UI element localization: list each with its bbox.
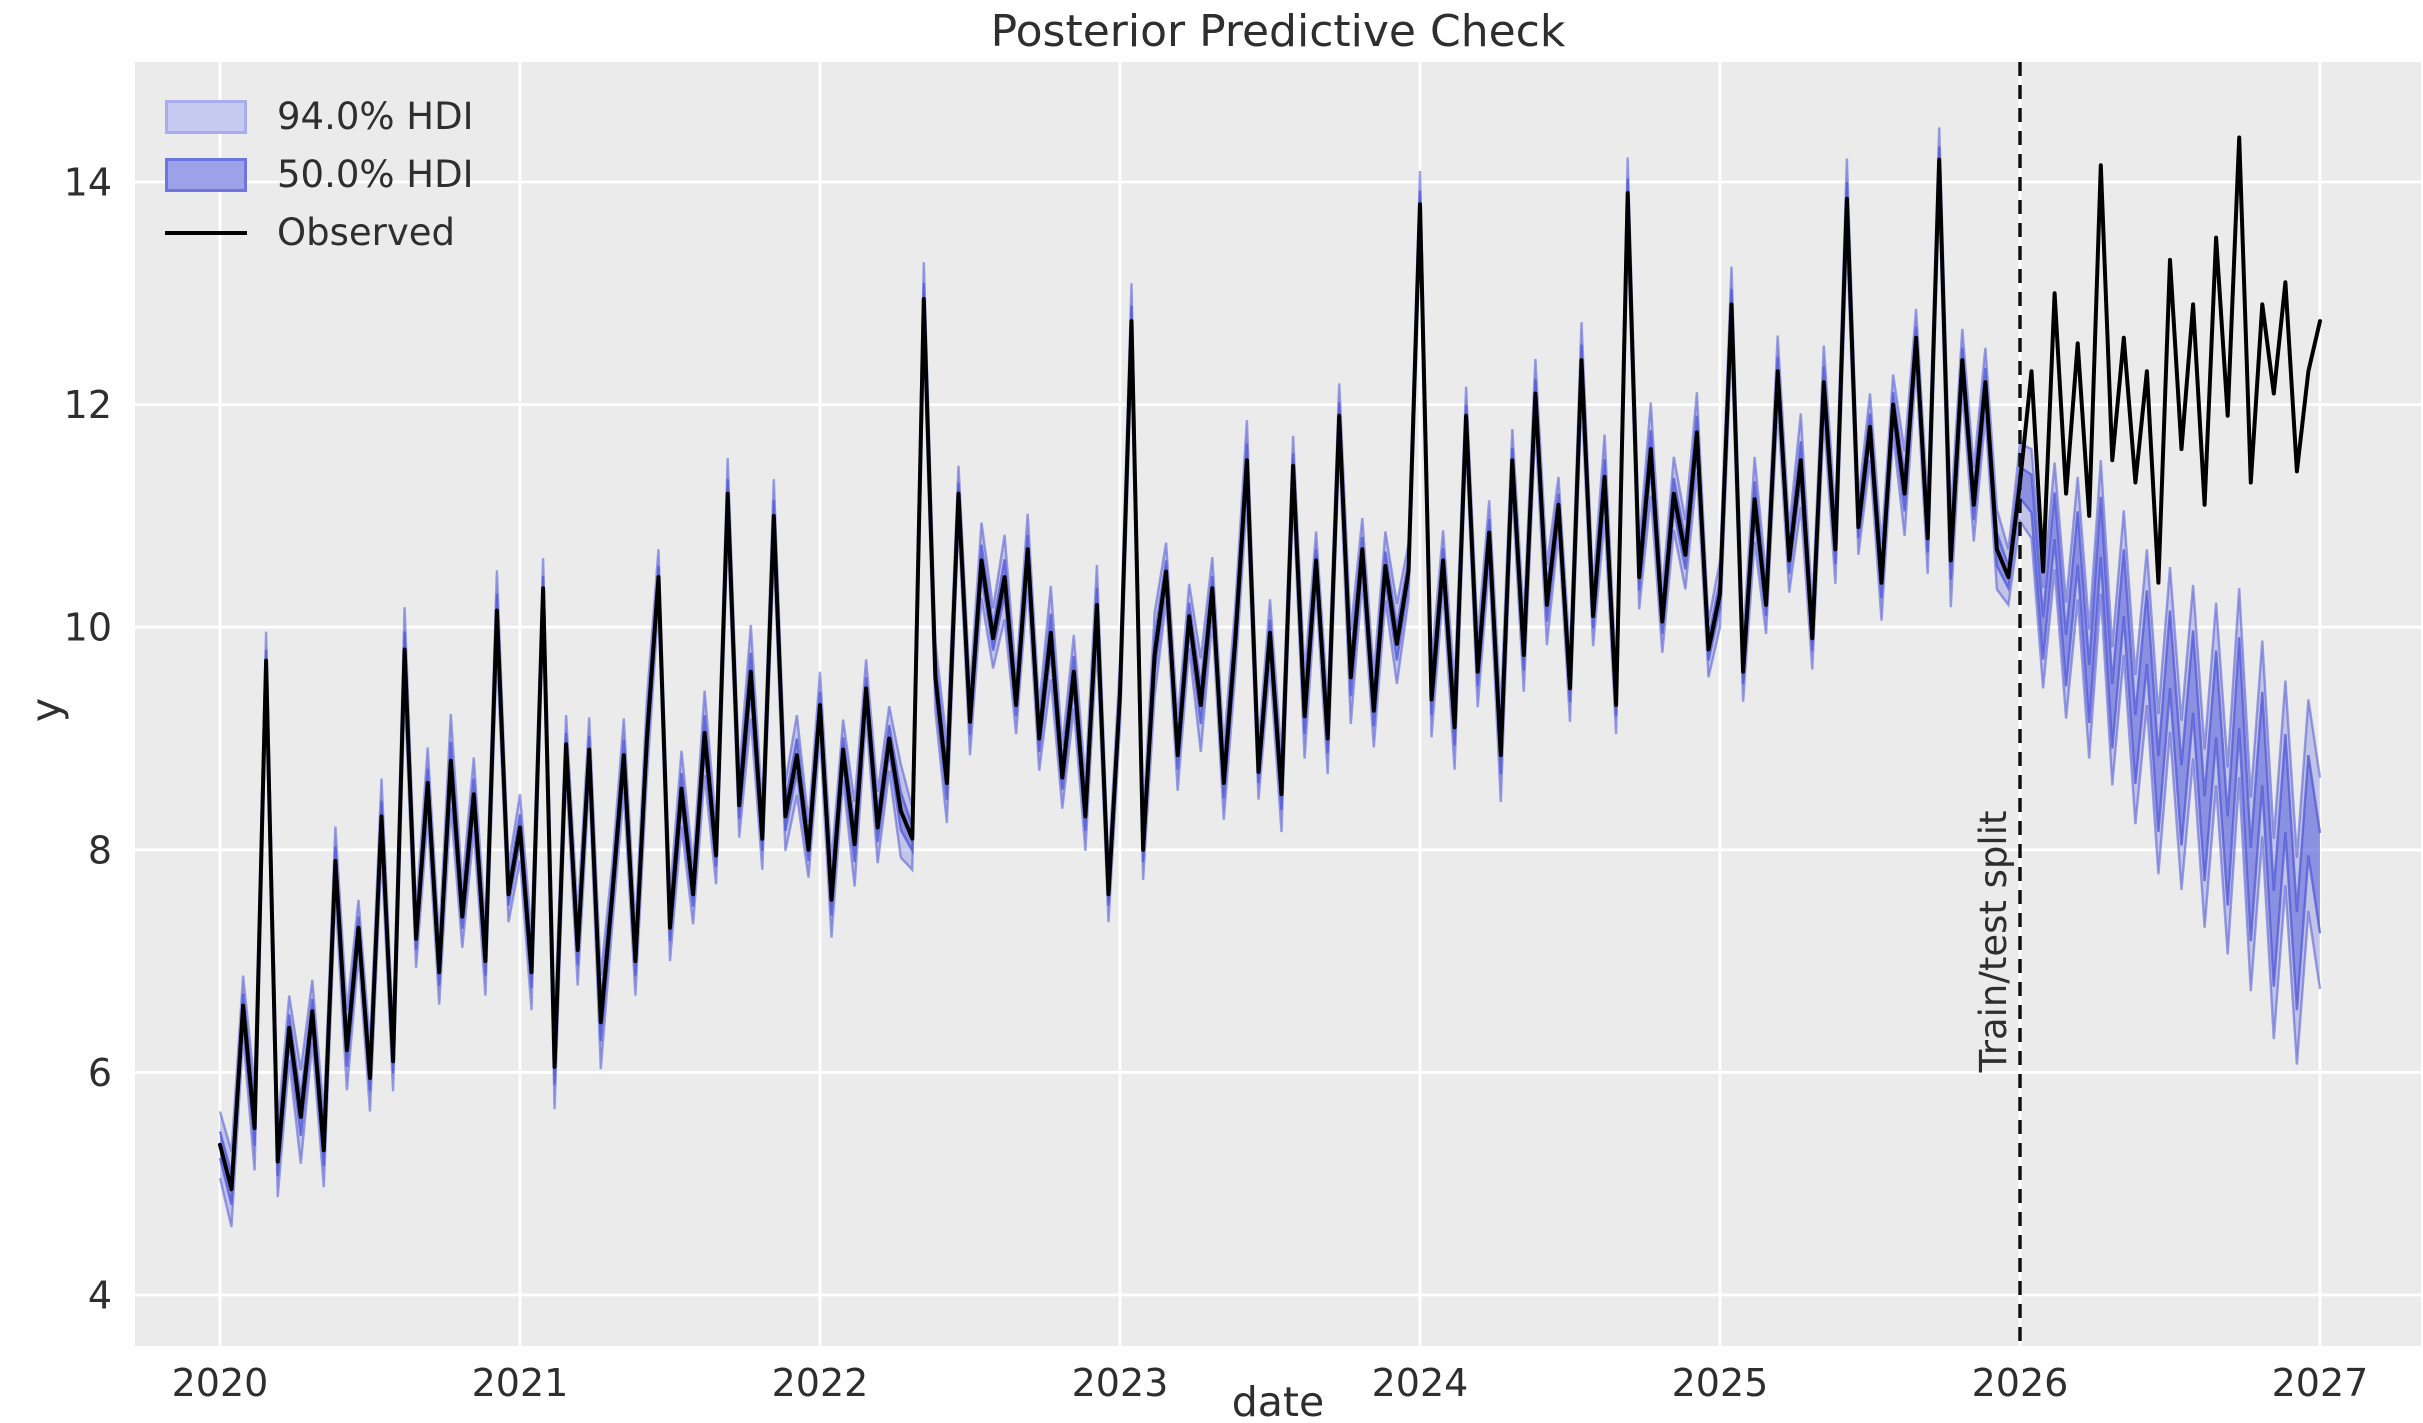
legend-item-94-hdi: 94.0% HDI [165, 98, 474, 135]
x-tick-label: 2027 [2272, 1361, 2369, 1405]
legend-item-observed: Observed [165, 214, 474, 251]
y-tick-label: 4 [88, 1274, 112, 1318]
legend-item-50-hdi: 50.0% HDI [165, 156, 474, 193]
y-tick-label: 10 [64, 606, 112, 650]
y-tick-label: 12 [64, 383, 112, 427]
x-tick-label: 2020 [172, 1361, 269, 1405]
legend-label-50-hdi: 50.0% HDI [277, 153, 474, 196]
train-test-split-label: Train/test split [1972, 811, 2015, 1074]
x-axis-label: date [1231, 1378, 1325, 1423]
observed-line-icon [165, 230, 247, 235]
x-tick-label: 2025 [1672, 1361, 1769, 1405]
x-tick-label: 2024 [1372, 1361, 1469, 1405]
legend-label-94-hdi: 94.0% HDI [277, 95, 474, 138]
y-tick-label: 8 [88, 828, 112, 872]
hdi50-swatch-icon [165, 157, 247, 192]
y-tick-label: 14 [64, 160, 112, 204]
legend-label-observed: Observed [277, 211, 456, 254]
hdi94-swatch-icon [165, 99, 247, 134]
x-tick-label: 2021 [472, 1361, 569, 1405]
y-tick-label: 6 [88, 1051, 112, 1095]
chart-title: Posterior Predictive Check [990, 6, 1566, 57]
observed-line [218, 135, 2322, 1192]
x-tick-label: 2026 [1972, 1361, 2069, 1405]
x-tick-label: 2023 [1072, 1361, 1169, 1405]
legend: 94.0% HDI 50.0% HDI Observed [165, 98, 474, 272]
x-tick-label: 2022 [772, 1361, 869, 1405]
y-axis-label: y [22, 697, 70, 723]
